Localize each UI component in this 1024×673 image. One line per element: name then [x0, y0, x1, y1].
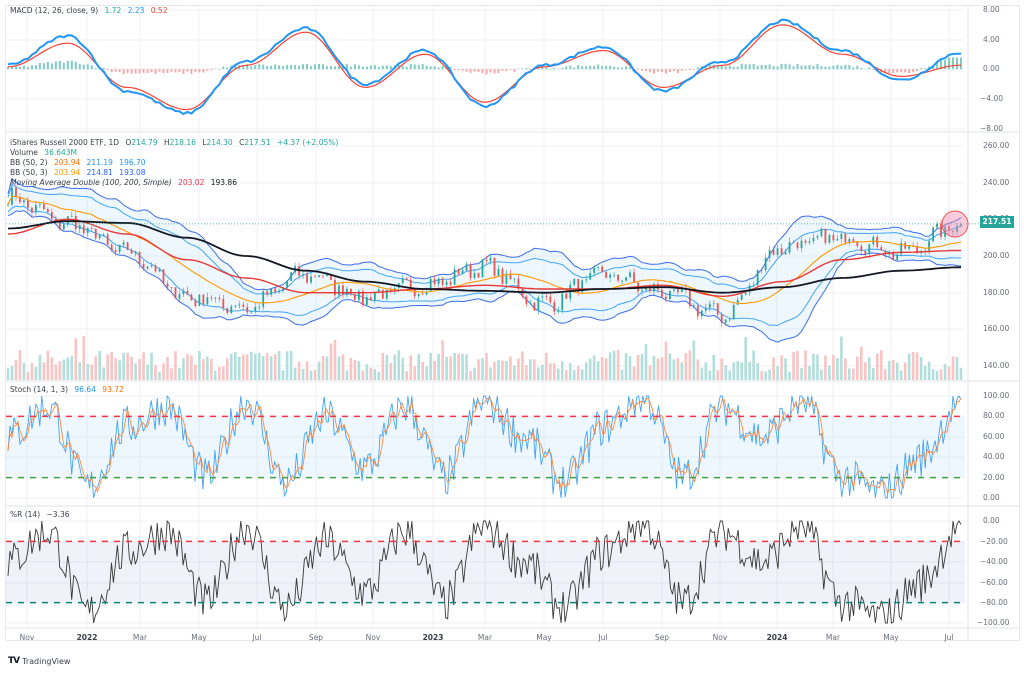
time-label: Mar — [132, 633, 148, 642]
time-label: Jul — [252, 633, 262, 642]
bb2-upper: 214.81 — [86, 168, 113, 177]
symbol-title: iShares Russell 2000 ETF, 1D — [10, 138, 120, 147]
willr-title: %R (14) — [10, 510, 41, 519]
stoch-legend: Stoch (14, 1, 3) 96.64 93.72 — [10, 385, 128, 395]
last-price-tag: 217.51 — [980, 216, 1014, 228]
bb2-row: BB (50, 3) 203.94 214.81 193.08 — [10, 168, 146, 177]
willr-value: −3.36 — [46, 510, 70, 519]
bb1-row: BB (50, 2) 203.94 211.19 196.70 — [10, 158, 146, 167]
symbol-ohlc-row: iShares Russell 2000 ETF, 1D O214.79 H21… — [10, 138, 339, 147]
time-label: Sep — [654, 633, 670, 642]
macd-hist-value: 1.72 — [104, 6, 122, 15]
time-label: May — [536, 633, 552, 642]
time-label: May — [191, 633, 207, 642]
close-value: 217.51 — [244, 138, 271, 147]
chart-frame[interactable] — [5, 5, 1020, 641]
stoch-title: Stoch (14, 1, 3) — [10, 385, 69, 394]
time-label: Jul — [944, 633, 954, 642]
stoch-pane[interactable] — [6, 394, 965, 499]
grid — [5, 5, 1019, 641]
bb2-basis: 203.94 — [54, 168, 81, 177]
time-label: Mar — [477, 633, 493, 642]
time-label: 2023 — [422, 633, 444, 642]
bb1-upper: 211.19 — [86, 158, 113, 167]
high-value: 218.16 — [169, 138, 196, 147]
willr-legend: %R (14) −3.36 — [10, 510, 74, 520]
stoch-d-value: 93.72 — [102, 385, 124, 394]
change-value: +4.37 (+2.05%) — [276, 138, 339, 147]
price-pane[interactable] — [6, 177, 980, 380]
time-label: Nov — [712, 633, 728, 642]
open-value: 214.79 — [131, 138, 158, 147]
volume-bars — [6, 335, 963, 380]
bb1-basis: 203.94 — [54, 158, 81, 167]
time-label: Mar — [825, 633, 841, 642]
time-label: Nov — [19, 633, 35, 642]
bb1-lower: 196.70 — [119, 158, 146, 167]
highlight-circle — [941, 210, 969, 238]
ma200-value: 193.86 — [210, 178, 237, 187]
volume-row: Volume 36.643M — [10, 148, 78, 157]
bb2-lower: 193.08 — [119, 168, 146, 177]
tradingview-logo-icon: TV — [8, 656, 20, 666]
macd-pane[interactable] — [7, 18, 962, 116]
time-label: Nov — [365, 633, 381, 642]
macd-signal-value: 0.52 — [150, 6, 168, 15]
macd-value: 2.23 — [127, 6, 145, 15]
time-label: 2024 — [766, 633, 788, 642]
time-label: 2022 — [76, 633, 98, 642]
price-legend: iShares Russell 2000 ETF, 1D O214.79 H21… — [10, 138, 342, 188]
time-label: May — [883, 633, 899, 642]
low-value: 214.30 — [206, 138, 233, 147]
willr-pane[interactable] — [6, 519, 965, 624]
ma100-value: 203.02 — [178, 178, 205, 187]
brand-name: TradingView — [22, 656, 71, 666]
tradingview-brand[interactable]: TV TradingView — [8, 656, 70, 666]
volume-value: 36.643M — [44, 148, 78, 157]
ma-row: Moving Average Double (100, 200, Simple)… — [10, 178, 237, 187]
stoch-k-value: 96.64 — [74, 385, 96, 394]
time-label: Jul — [598, 633, 608, 642]
time-label: Sep — [308, 633, 324, 642]
macd-legend: MACD (12, 26, close, 9) 1.72 2.23 0.52 — [10, 6, 171, 16]
macd-title: MACD (12, 26, close, 9) — [10, 6, 99, 15]
